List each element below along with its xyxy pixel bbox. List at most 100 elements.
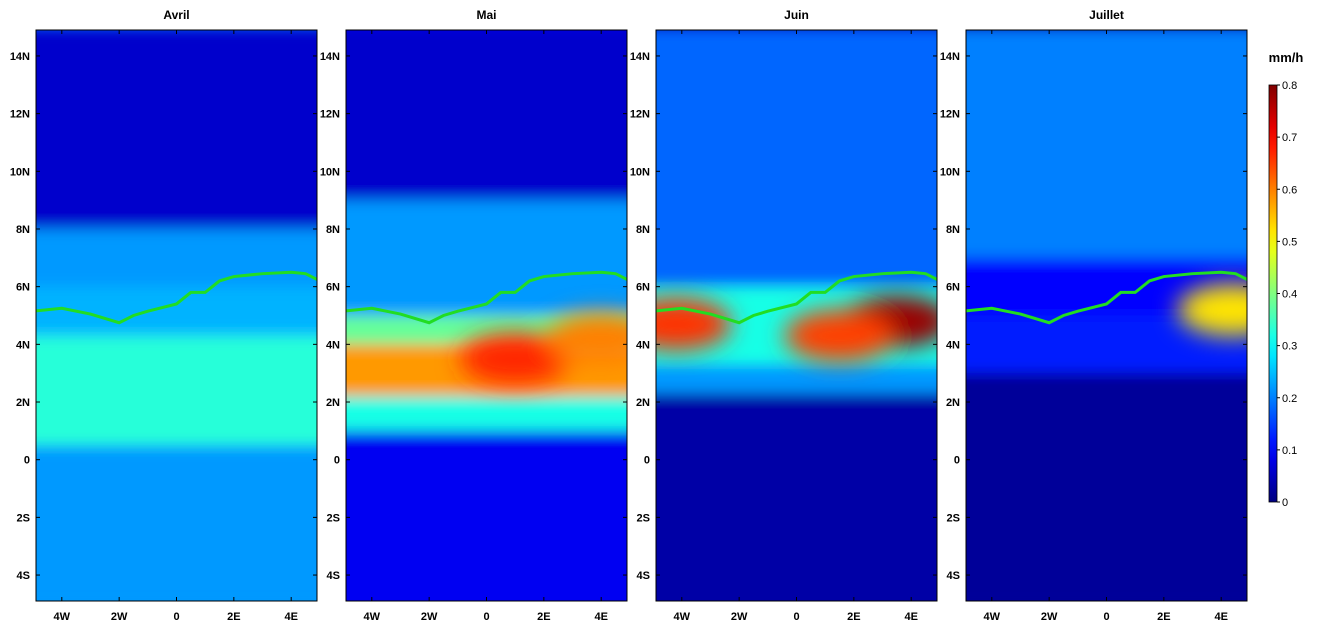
y-tick-label: 4S — [17, 570, 30, 582]
coastline-line — [36, 270, 317, 325]
x-tick-label: 0 — [483, 611, 489, 623]
heatmap-field — [346, 30, 627, 601]
y-tick-label: 6N — [16, 282, 30, 294]
x-tick-label: 4E — [904, 611, 917, 623]
y-tick-label: 0 — [24, 455, 30, 467]
x-tick-label: 0 — [1103, 611, 1109, 623]
y-tick-label: 8N — [326, 224, 340, 236]
heatmap-band — [346, 30, 627, 201]
y-tick-label: 10N — [10, 166, 30, 178]
x-tick-label: 4E — [1214, 611, 1227, 623]
y-tick-label: 4S — [637, 570, 650, 582]
heatmap-band — [36, 335, 317, 446]
x-tick-label: 4E — [284, 611, 297, 623]
colorbar-gradient — [1268, 84, 1278, 503]
y-tick-label: 8N — [16, 224, 30, 236]
panel-mai: Mai 14N 12N 10N 8N 6N 4N 2N 0 2S 4S 4W 2W 0 2E 4E — [320, 8, 628, 623]
y-tick-label: 0 — [334, 455, 340, 467]
heatmap-field — [36, 30, 317, 601]
x-tick-label: 0 — [793, 611, 799, 623]
x-tick-label: 4W — [984, 611, 1001, 623]
y-tick-label: 4N — [16, 339, 30, 351]
y-tick-label: 14N — [940, 51, 960, 63]
coastline-line — [966, 270, 1247, 325]
y-tick-label: 2N — [946, 397, 960, 409]
x-tick-label: 2E — [537, 611, 550, 623]
heatmap-blob — [784, 309, 895, 362]
y-tick-label: 2S — [17, 512, 30, 524]
panel-title: Juin — [784, 8, 809, 22]
y-tick-label: 8N — [636, 224, 650, 236]
y-tick-label: 14N — [10, 51, 30, 63]
panel-title: Juillet — [1089, 8, 1124, 22]
heatmap-band — [656, 364, 937, 394]
panel-title: Avril — [163, 8, 189, 22]
heatmap-band — [966, 373, 1247, 601]
y-tick-label: 10N — [940, 166, 960, 178]
heatmap-band — [346, 430, 627, 601]
y-tick-label: 12N — [630, 109, 650, 121]
y-tick-label: 4S — [947, 570, 960, 582]
panels: Avril 14N 12N 10N 8N 6N 4N 2N 0 2S 4S 4W 2W 0 2E 4E Mai 1… — [10, 8, 1248, 623]
colorbar-tick-label: 0.7 — [1282, 132, 1297, 144]
y-tick-label: 8N — [946, 224, 960, 236]
y-tick-label: 6N — [636, 282, 650, 294]
colorbar-tick-label: 0.1 — [1282, 445, 1297, 457]
colorbar-tick-label: 0.8 — [1282, 80, 1297, 92]
x-tick-label: 2W — [1041, 611, 1058, 623]
y-tick-label: 2N — [636, 397, 650, 409]
colorbar-tick-label: 0 — [1282, 497, 1288, 509]
heatmap-band — [36, 286, 317, 336]
y-tick-label: 10N — [320, 166, 340, 178]
x-tick-label: 2W — [421, 611, 438, 623]
y-tick-label: 12N — [10, 109, 30, 121]
panel-title: Mai — [476, 8, 496, 22]
heatmap-band — [966, 30, 1247, 258]
coastline-line — [656, 270, 937, 325]
y-tick-label: 4N — [636, 339, 650, 351]
heatmap-band — [346, 396, 627, 431]
y-tick-label: 2S — [327, 512, 340, 524]
colorbar-tick-label: 0.3 — [1282, 341, 1297, 353]
heatmap-blob — [656, 298, 732, 351]
y-tick-label: 4N — [946, 339, 960, 351]
y-tick-label: 14N — [630, 51, 650, 63]
y-tick-label: 2N — [326, 397, 340, 409]
x-tick-label: 4W — [54, 611, 71, 623]
panel-juin: Juin 14N 12N 10N 8N 6N 4N 2N 0 2S 4S 4W 2W 0 2E 4E — [630, 8, 938, 623]
x-tick-label: 2E — [1157, 611, 1170, 623]
heatmap-band — [656, 30, 937, 287]
heatmap-band — [36, 228, 317, 287]
heatmap-blob — [1177, 283, 1247, 336]
y-tick-label: 12N — [320, 109, 340, 121]
heatmap-band — [346, 200, 627, 316]
y-tick-label: 2S — [947, 512, 960, 524]
x-tick-label: 2W — [111, 611, 128, 623]
colorbar-tick-label: 0.2 — [1282, 393, 1297, 405]
y-tick-label: 2N — [16, 397, 30, 409]
x-tick-label: 4W — [674, 611, 691, 623]
y-tick-label: 0 — [954, 455, 960, 467]
colorbar: mm/h 0 0.1 0.2 0.3 0.4 0.5 0.6 0.7 0.8 — [1268, 50, 1304, 509]
x-tick-label: 0 — [173, 611, 179, 623]
heatmap-field — [656, 30, 937, 601]
heatmap-band — [36, 445, 317, 601]
heatmap-band — [656, 393, 937, 601]
panel-juillet: Juillet 14N 12N 10N 8N 6N 4N 2N 0 2S 4S 4W 2W 0 2E 4E — [940, 8, 1248, 623]
heatmap-band — [36, 30, 317, 229]
y-tick-label: 2S — [637, 512, 650, 524]
y-tick-label: 6N — [326, 282, 340, 294]
x-tick-label: 2W — [731, 611, 748, 623]
panel-avril: Avril 14N 12N 10N 8N 6N 4N 2N 0 2S 4S 4W 2W 0 2E 4E — [10, 8, 318, 623]
x-tick-label: 4E — [594, 611, 607, 623]
colorbar-tick-label: 0.4 — [1282, 289, 1297, 301]
x-tick-label: 2E — [847, 611, 860, 623]
colorbar-unit: mm/h — [1269, 50, 1304, 65]
x-tick-label: 4W — [364, 611, 381, 623]
x-tick-label: 2E — [227, 611, 240, 623]
colorbar-tick-label: 0.6 — [1282, 184, 1297, 196]
y-tick-label: 12N — [940, 109, 960, 121]
y-tick-label: 4N — [326, 339, 340, 351]
y-tick-label: 0 — [644, 455, 650, 467]
